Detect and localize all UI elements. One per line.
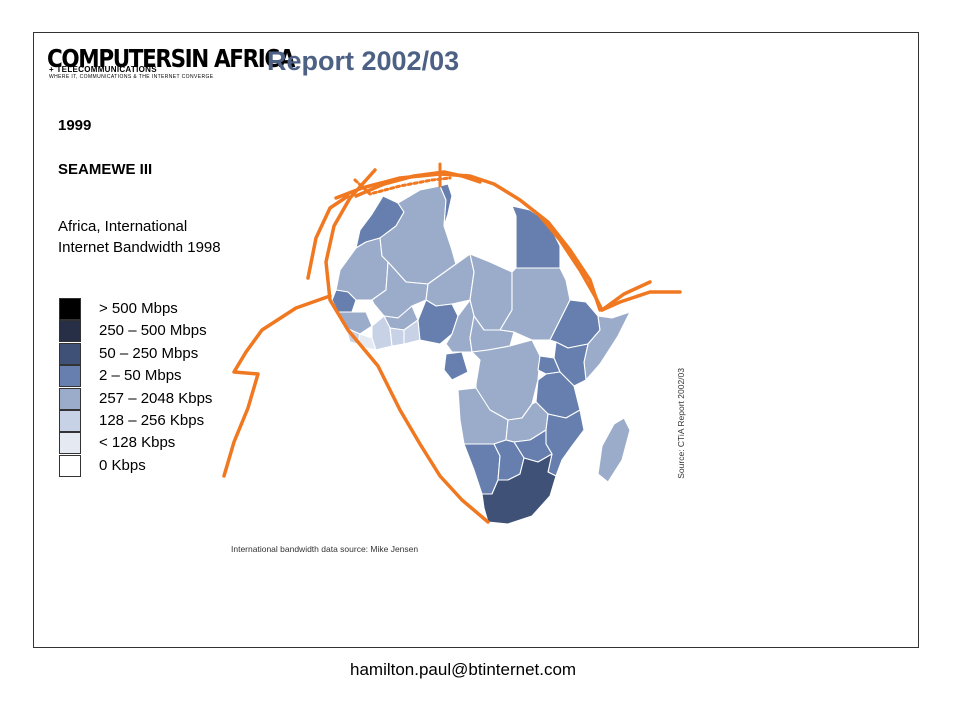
legend-label: 128 – 256 Kbps [99,411,205,429]
country-somalia [583,311,631,381]
slide-frame [33,32,919,648]
logo-word-in-africa: IN AFRICA [184,44,296,73]
mediterranean-cable-2 [354,170,482,198]
legend-swatch [59,432,81,455]
logo-tagline: WHERE IT, COMMUNICATIONS & THE INTERNET … [49,74,214,80]
country-egypt [511,205,561,269]
west-coast-cable [222,294,332,478]
legend-swatch [59,320,81,343]
computers-in-africa-logo: COMPUTERSIN AFRICA + TELECOMMUNICATIONS … [47,46,295,82]
legend-swatch [59,409,81,432]
report-source-note: Source: CTiA Report 2002/03 [676,368,686,479]
gulf-cable [600,280,652,312]
logo-subtitle: + TELECOMMUNICATIONS [49,65,157,74]
legend-label: 257 – 2048 Kbps [99,389,213,407]
legend-swatch [59,387,81,410]
red-sea-cable [538,214,682,312]
country-south-africa [481,453,557,525]
country-mauritania [335,237,389,301]
country-gabon [443,351,469,381]
cable-name: SEAMEWE III [58,161,153,178]
legend-swatch [59,365,81,388]
legend-swatch [59,342,81,365]
logo-wordmark: COMPUTERSIN AFRICA [47,44,296,73]
country-namibia [463,443,501,495]
legend-label: 50 – 250 Mbps [99,344,199,362]
legend-swatch [59,454,81,477]
country-ghana [389,327,405,347]
map-title: Africa, International Internet Bandwidth… [58,218,221,256]
legend-label: 250 – 500 Mbps [99,322,207,340]
year-label: 1999 [58,117,92,134]
legend-label: > 500 Mbps [99,300,178,317]
country-mozambique [545,409,585,477]
report-title: Report 2002/03 [267,46,460,76]
footer-email: hamilton.paul@btinternet.com [350,660,577,679]
legend-label: 0 Kbps [99,456,146,474]
cable-dotted-segment [353,176,452,196]
legend-label: < 128 Kbps [99,434,176,452]
seamewe-cable-outer [306,194,350,280]
country-madagascar [597,417,631,483]
legend-label: 2 – 50 Mbps [99,367,182,385]
bandwidth-source-note: International bandwidth data source: Mik… [231,544,419,554]
legend-swatch [59,298,81,320]
logo-word-computers: COMPUTERS [47,44,186,73]
seamewe-cable-main [324,168,490,524]
